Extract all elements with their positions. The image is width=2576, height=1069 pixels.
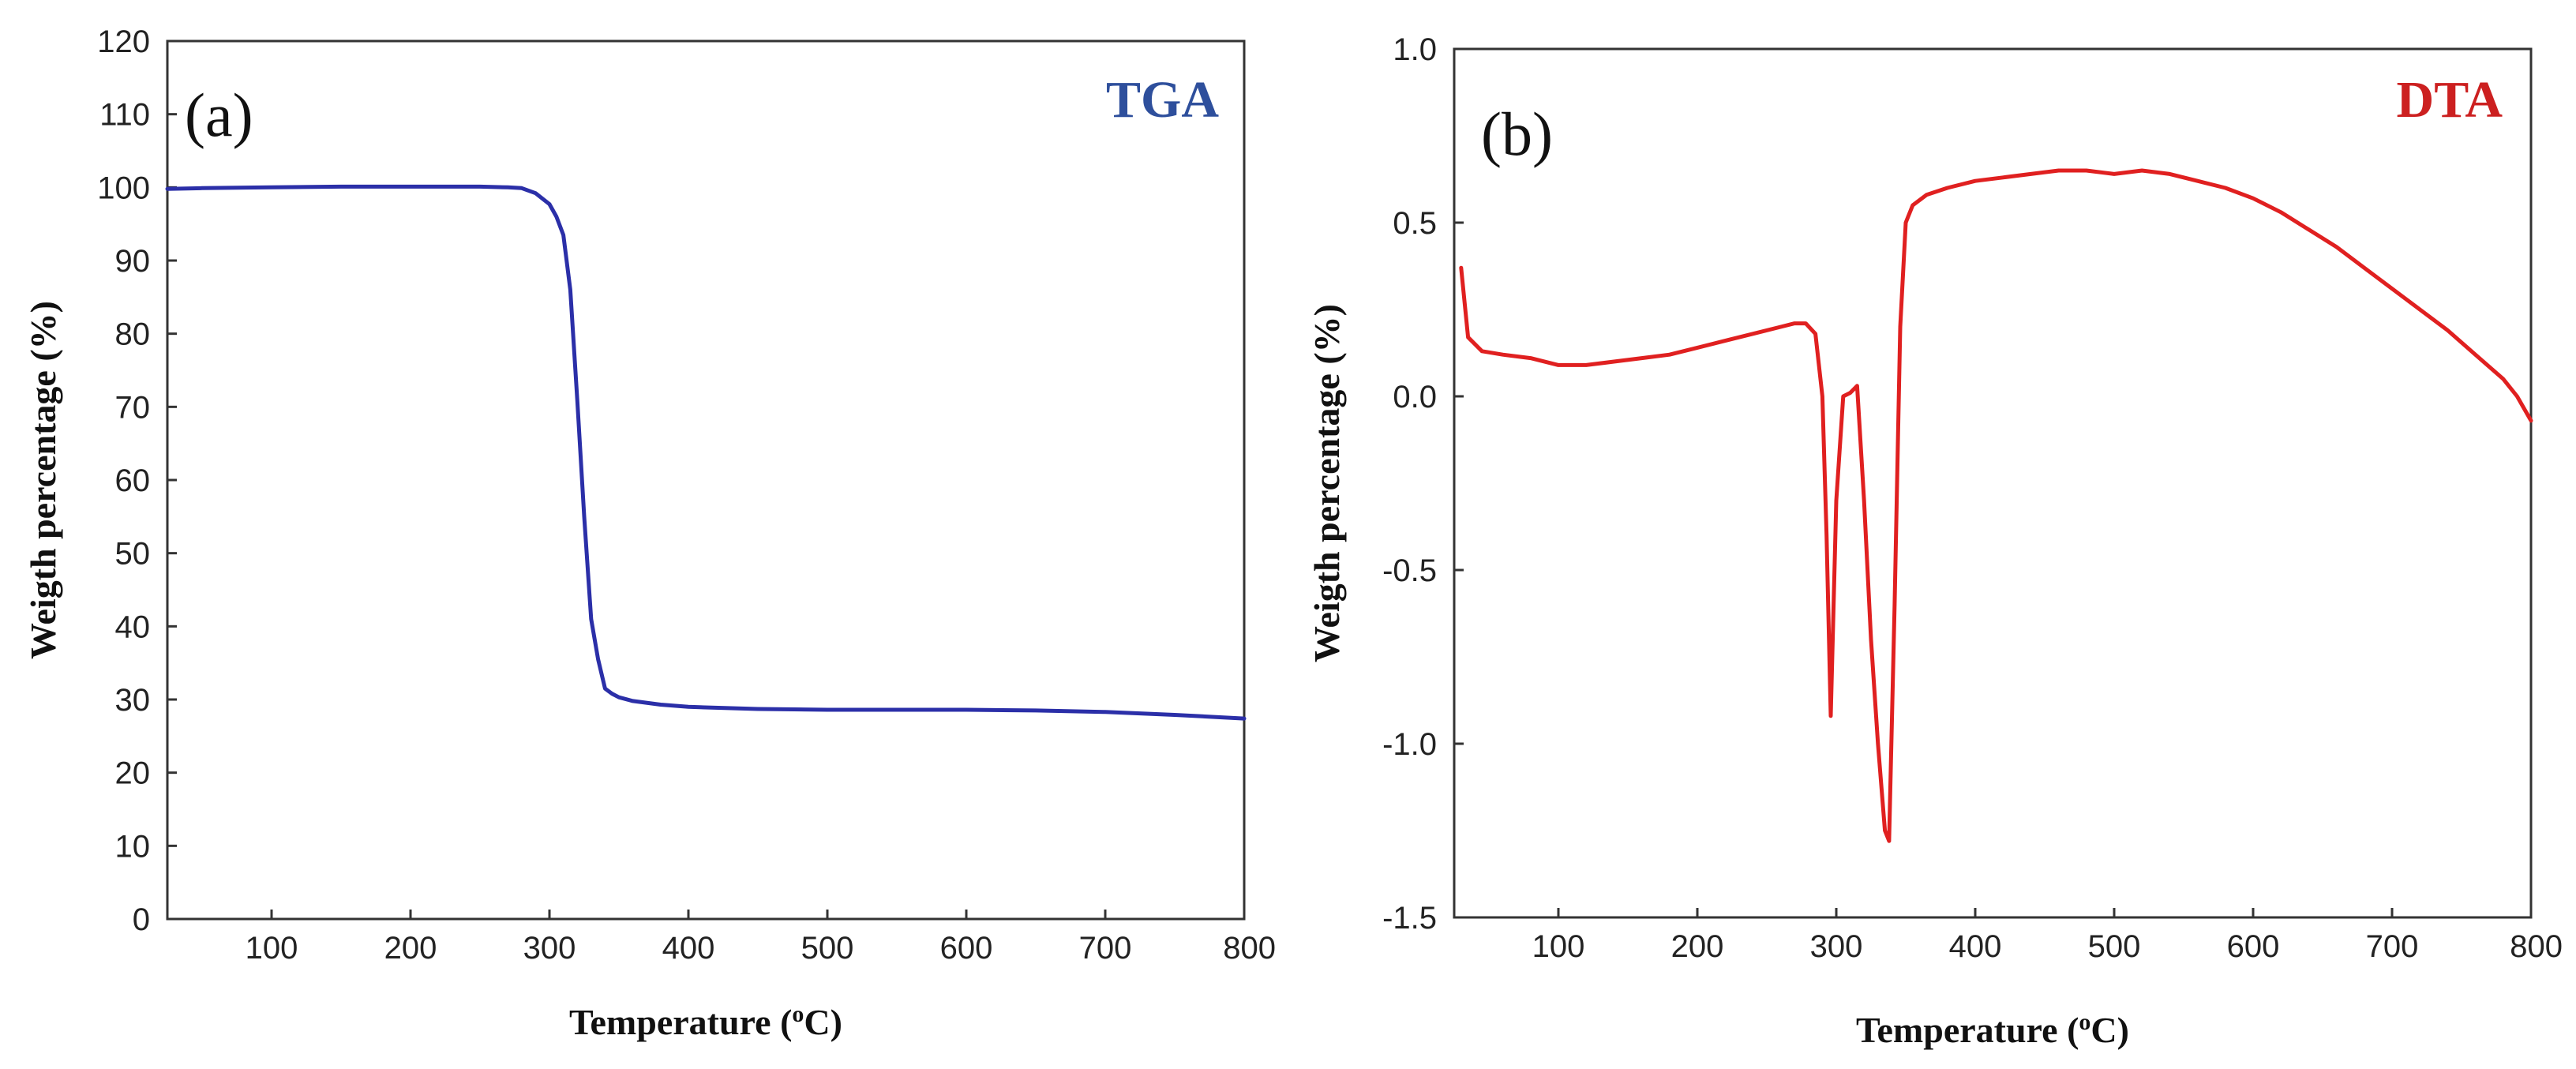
dta-y-ticks: -1.5 -1.0 -0.5 0.0 0.5 1.0 bbox=[1382, 32, 1464, 936]
tga-y-tick-label: 80 bbox=[115, 317, 151, 352]
tga-x-tick-label: 100 bbox=[246, 931, 298, 966]
tga-series-line bbox=[165, 184, 1247, 721]
dta-y-tick-label: -1.5 bbox=[1382, 901, 1437, 936]
tga-x-tick-label: 800 bbox=[1223, 931, 1276, 966]
dta-y-tick-label: 1.0 bbox=[1393, 32, 1437, 67]
dta-x-tick-label: 100 bbox=[1532, 929, 1585, 964]
dta-y-tick-label: 0.0 bbox=[1393, 380, 1437, 414]
dta-x-tick-label: 600 bbox=[2227, 929, 2280, 964]
dta-x-axis-title-end: C) bbox=[2090, 1010, 2129, 1050]
tga-y-axis-title: Weigth percentage (%) bbox=[23, 301, 63, 659]
tga-x-axis-title-main: Temperature ( bbox=[569, 1002, 792, 1042]
dta-y-tick-label: -0.5 bbox=[1382, 553, 1437, 588]
tga-x-axis-title-end: C) bbox=[804, 1002, 842, 1042]
tga-panel-label: (a) bbox=[185, 81, 253, 149]
tga-x-axis-title-sup: o bbox=[792, 1001, 804, 1027]
dta-x-tick-label: 800 bbox=[2510, 929, 2563, 964]
tga-y-tick-label: 90 bbox=[115, 244, 151, 279]
tga-y-tick-label: 30 bbox=[115, 683, 151, 718]
tga-x-tick-label: 200 bbox=[384, 931, 437, 966]
tga-x-axis-title: Temperature (oC) bbox=[569, 1001, 842, 1042]
tga-x-tick-label: 300 bbox=[523, 931, 576, 966]
dta-x-axis-title-main: Temperature ( bbox=[1856, 1010, 2079, 1050]
tga-x-tick-label: 500 bbox=[801, 931, 854, 966]
tga-y-tick-label: 110 bbox=[99, 98, 150, 133]
dta-y-axis-title: Weigth percentage (%) bbox=[1307, 304, 1347, 662]
tga-series-label: TGA bbox=[1106, 71, 1219, 129]
dta-series-label: DTA bbox=[2397, 71, 2503, 129]
tga-y-tick-label: 40 bbox=[115, 610, 151, 644]
dta-x-tick-label: 200 bbox=[1671, 929, 1724, 964]
dta-y-tick-label: 0.5 bbox=[1393, 206, 1437, 241]
dta-plot-frame bbox=[1453, 47, 2533, 919]
tga-y-tick-label: 120 bbox=[97, 24, 150, 59]
tga-y-tick-label: 10 bbox=[115, 829, 151, 864]
tga-y-ticks: 0 10 20 30 40 50 60 70 80 90 100 110 120 bbox=[97, 24, 177, 937]
dta-x-axis-title-sup: o bbox=[2079, 1009, 2090, 1035]
tga-y-tick-label: 0 bbox=[133, 902, 150, 937]
tga-x-tick-label: 600 bbox=[940, 931, 993, 966]
tga-x-tick-label: 700 bbox=[1079, 931, 1132, 966]
dta-x-tick-label: 500 bbox=[2088, 929, 2141, 964]
dta-x-ticks: 100 200 300 400 500 600 700 800 bbox=[1532, 908, 2563, 964]
tga-y-tick-label: 50 bbox=[115, 537, 151, 572]
tga-panel: 100 200 300 400 500 600 700 800 0 10 20 30 40 50 60 70… bbox=[23, 24, 1276, 1042]
dta-panel-label: (b) bbox=[1481, 99, 1553, 168]
tga-x-ticks: 100 200 300 400 500 600 700 800 bbox=[246, 910, 1276, 966]
dta-y-tick-label: -1.0 bbox=[1382, 727, 1437, 762]
tga-y-tick-label: 20 bbox=[115, 756, 151, 791]
dta-series-line bbox=[1459, 168, 2533, 843]
tga-y-tick-label: 60 bbox=[115, 463, 151, 498]
dta-panel: 100 200 300 400 500 600 700 800 -1.5 -1.0 -0.5 0.0… bbox=[1307, 32, 2563, 1050]
dta-x-tick-label: 700 bbox=[2366, 929, 2419, 964]
tga-y-tick-label: 70 bbox=[115, 390, 151, 425]
tga-plot-frame bbox=[166, 39, 1246, 921]
dta-x-axis-title: Temperature (oC) bbox=[1856, 1009, 2129, 1050]
tga-y-tick-label: 100 bbox=[97, 171, 150, 205]
dta-x-tick-label: 400 bbox=[1949, 929, 2002, 964]
tga-x-tick-label: 400 bbox=[662, 931, 715, 966]
dta-x-tick-label: 300 bbox=[1810, 929, 1863, 964]
